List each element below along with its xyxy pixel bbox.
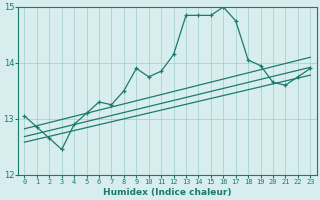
X-axis label: Humidex (Indice chaleur): Humidex (Indice chaleur) [103, 188, 232, 197]
